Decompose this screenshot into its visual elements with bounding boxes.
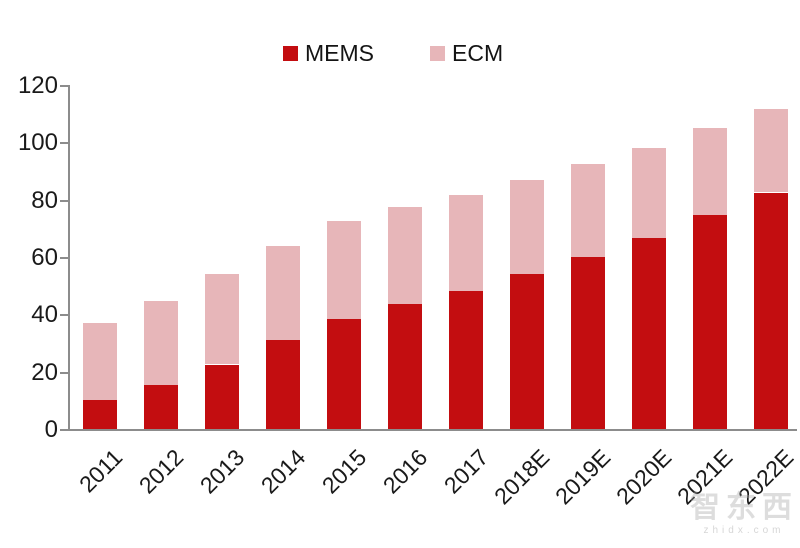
bar-mems-2019E xyxy=(570,257,605,429)
bar-mems-2012 xyxy=(143,384,178,429)
bar-mems-2021E xyxy=(692,215,727,429)
y-tick-label: 60 xyxy=(31,244,58,271)
bar-mems-2013 xyxy=(204,364,239,429)
bar-ecm-2018E xyxy=(509,179,544,275)
legend-label-ecm: ECM xyxy=(452,40,504,66)
bar-ecm-2021E xyxy=(692,128,727,216)
x-axis xyxy=(60,429,797,431)
mems-swatch-icon xyxy=(283,46,298,61)
bar-ecm-2016 xyxy=(387,206,422,305)
bar-mems-2014 xyxy=(265,340,300,429)
y-tick xyxy=(60,371,68,374)
legend-label-mems: MEMS xyxy=(305,40,374,66)
bar-ecm-2011 xyxy=(82,322,117,401)
bar-mems-2016 xyxy=(387,304,422,429)
bar-ecm-2017 xyxy=(448,195,483,292)
bar-ecm-2015 xyxy=(326,221,361,319)
y-tick xyxy=(60,142,68,145)
legend-item-mems: MEMS xyxy=(283,40,374,67)
bar-ecm-2014 xyxy=(265,245,300,341)
legend-item-ecm: ECM xyxy=(430,40,503,67)
y-tick-label: 80 xyxy=(31,186,58,214)
y-tick xyxy=(60,314,68,317)
bar-mems-2015 xyxy=(326,318,361,429)
bar-ecm-2012 xyxy=(143,301,178,385)
y-tick-label: 20 xyxy=(31,358,58,386)
bar-ecm-2013 xyxy=(204,274,239,365)
bar-mems-2011 xyxy=(82,400,117,429)
bar-ecm-2020E xyxy=(631,148,666,239)
y-tick xyxy=(60,257,68,259)
bar-mems-2017 xyxy=(448,291,483,429)
y-tick xyxy=(60,85,68,87)
y-tick xyxy=(60,199,68,202)
y-tick-label: 0 xyxy=(44,416,58,443)
ecm-swatch-icon xyxy=(430,46,445,61)
y-tick-label: 120 xyxy=(17,72,58,99)
y-tick-label: 100 xyxy=(17,129,58,157)
y-axis xyxy=(68,85,70,431)
legend: MEMS ECM xyxy=(283,40,503,67)
y-tick-label: 40 xyxy=(31,301,58,329)
bar-mems-2022E xyxy=(753,192,788,429)
bar-ecm-2019E xyxy=(570,163,605,257)
bar-ecm-2022E xyxy=(753,109,788,193)
bar-mems-2018E xyxy=(509,274,544,429)
y-tick xyxy=(60,429,68,431)
bar-mems-2020E xyxy=(631,238,666,429)
